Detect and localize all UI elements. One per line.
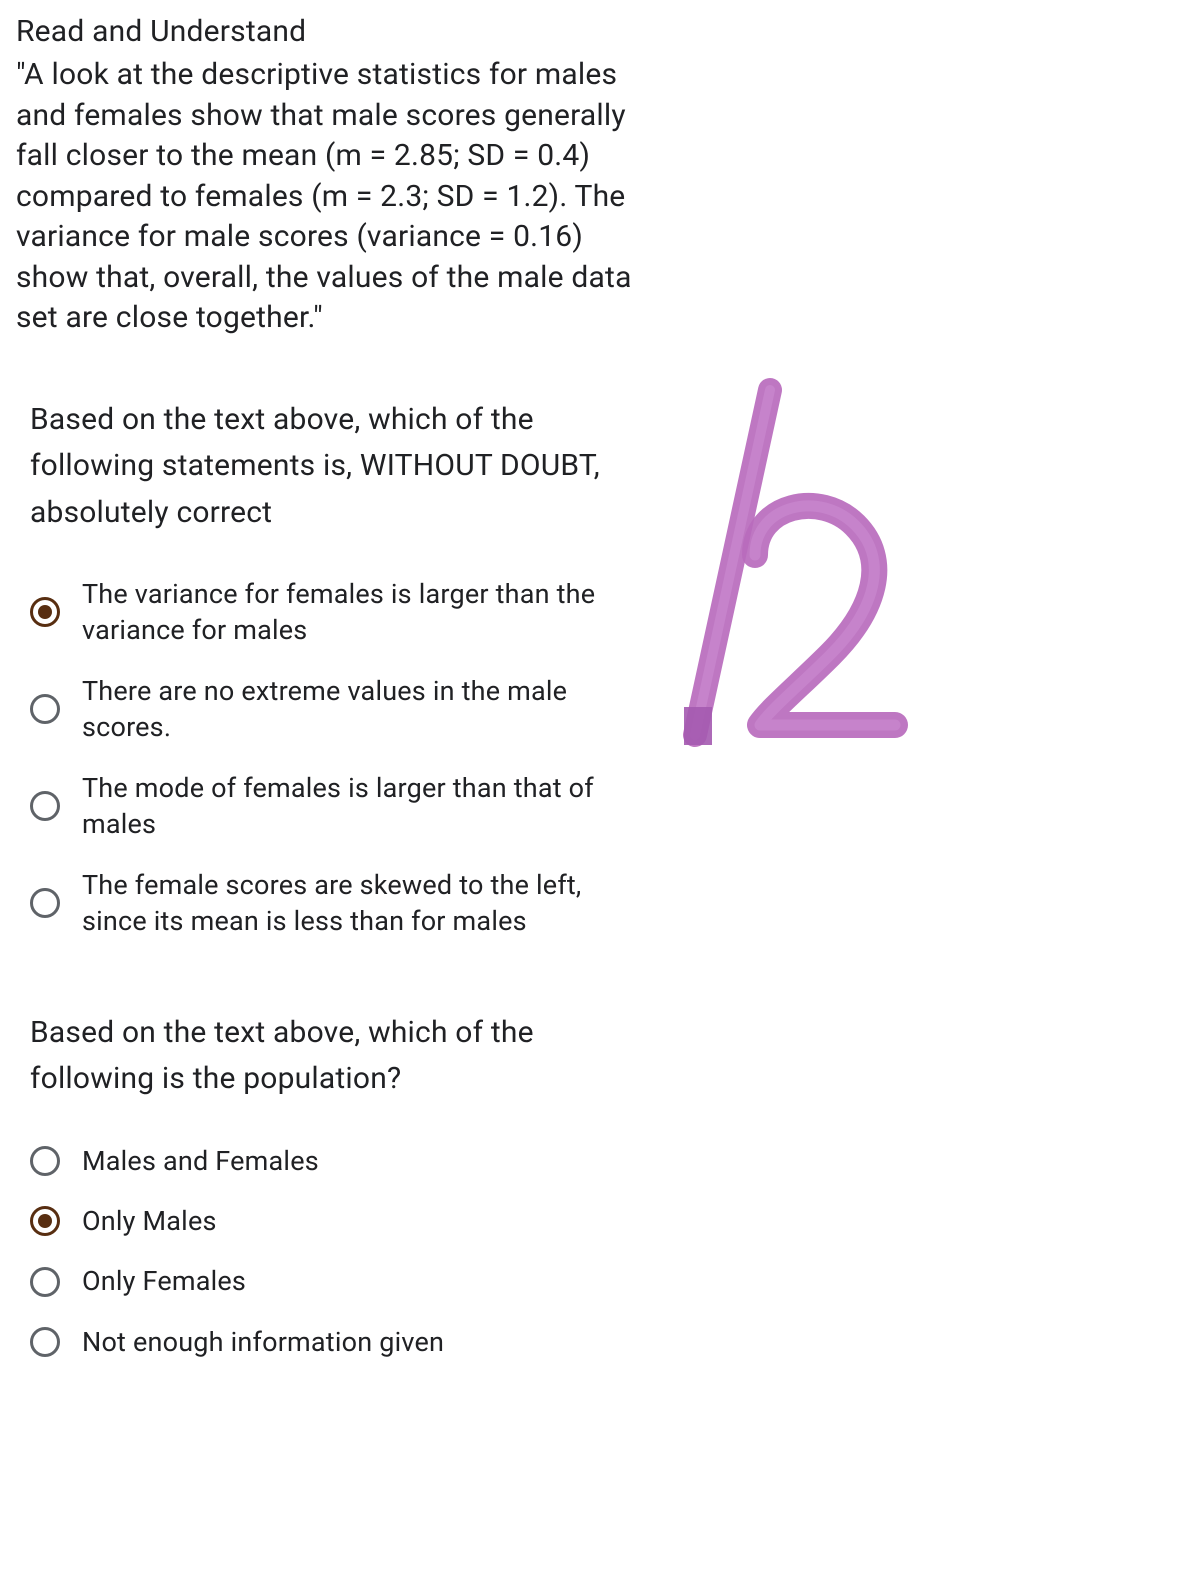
radio-icon: [30, 694, 60, 724]
q1-option-1[interactable]: There are no extreme values in the male …: [30, 673, 1184, 746]
q2-option-0[interactable]: Males and Females: [30, 1143, 1184, 1179]
q2-option-3[interactable]: Not enough information given: [30, 1324, 1184, 1360]
q1-option-3[interactable]: The female scores are skewed to the left…: [30, 867, 1184, 940]
radio-icon: [30, 791, 60, 821]
radio-icon: [30, 888, 60, 918]
question-2-options: Males and Females Only Males Only Female…: [30, 1143, 1184, 1361]
option-label: Not enough information given: [82, 1324, 444, 1360]
q1-option-0[interactable]: The variance for females is larger than …: [30, 576, 1184, 649]
radio-icon: [30, 597, 60, 627]
question-1: Based on the text above, which of the fo…: [16, 397, 1184, 940]
q2-option-2[interactable]: Only Females: [30, 1263, 1184, 1299]
radio-icon: [30, 1146, 60, 1176]
option-label: Males and Females: [82, 1143, 319, 1179]
q2-option-1[interactable]: Only Males: [30, 1203, 1184, 1239]
passage-text: "A look at the descriptive statistics fo…: [16, 55, 636, 339]
option-label: The female scores are skewed to the left…: [82, 867, 602, 940]
radio-icon: [30, 1327, 60, 1357]
question-2: Based on the text above, which of the fo…: [16, 1010, 1184, 1361]
question-2-prompt: Based on the text above, which of the fo…: [30, 1010, 610, 1103]
question-1-prompt: Based on the text above, which of the fo…: [30, 397, 610, 537]
q1-option-2[interactable]: The mode of females is larger than that …: [30, 770, 1184, 843]
radio-icon: [30, 1267, 60, 1297]
question-1-options: The variance for females is larger than …: [30, 576, 1184, 940]
option-label: There are no extreme values in the male …: [82, 673, 602, 746]
option-label: The variance for females is larger than …: [82, 576, 602, 649]
option-label: Only Males: [82, 1203, 217, 1239]
radio-icon: [30, 1206, 60, 1236]
option-label: The mode of females is larger than that …: [82, 770, 602, 843]
section-heading: Read and Understand: [16, 12, 1184, 51]
option-label: Only Females: [82, 1263, 246, 1299]
